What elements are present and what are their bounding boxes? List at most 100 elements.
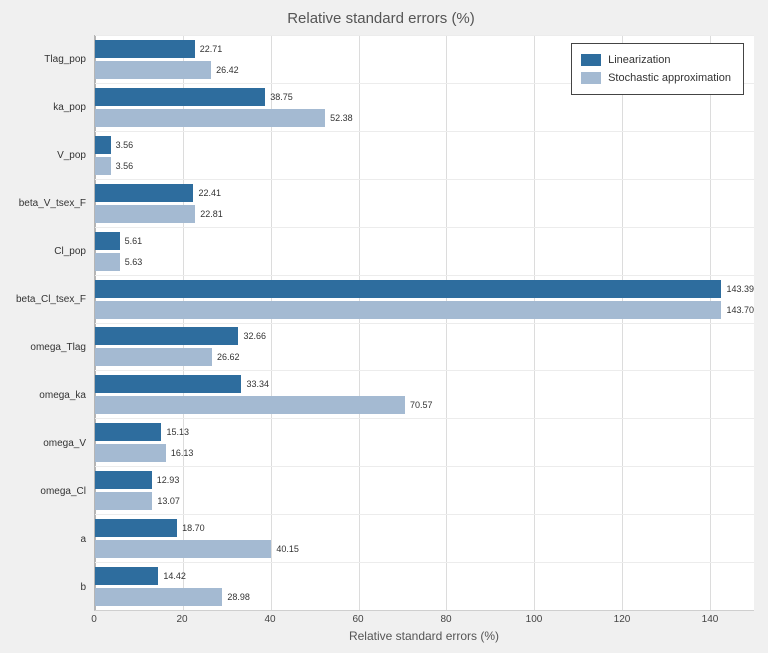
chart-body: Tlag_pop ka_pop V_pop beta_V_tsex_F Cl_pop be… bbox=[8, 35, 754, 611]
value-label: 143.70 bbox=[726, 304, 754, 315]
bar-row: 5.63 bbox=[95, 252, 754, 271]
bar-stochastic-approximation[interactable] bbox=[95, 540, 272, 559]
bar-stochastic-approximation[interactable] bbox=[95, 348, 212, 367]
bar-row: 14.42 bbox=[95, 567, 754, 586]
value-label: 52.38 bbox=[330, 112, 353, 123]
bar-linearization[interactable] bbox=[95, 327, 239, 346]
value-label: 22.81 bbox=[200, 208, 223, 219]
bar-row: 40.15 bbox=[95, 540, 754, 559]
bar-stochastic-approximation[interactable] bbox=[95, 396, 406, 415]
bar-group: 22.41 22.81 bbox=[95, 178, 754, 227]
category-label: omega_ka bbox=[39, 389, 86, 401]
bar-group: 18.70 40.15 bbox=[95, 514, 754, 562]
bar-row: 18.70 bbox=[95, 519, 754, 538]
gridline bbox=[270, 35, 272, 610]
bar-row: 22.71 bbox=[95, 39, 754, 58]
bar-group: 15.13 16.13 bbox=[95, 418, 754, 466]
value-label: 26.62 bbox=[216, 352, 240, 363]
x-tick-label: 60 bbox=[352, 614, 364, 625]
bar-row: 3.56 bbox=[95, 135, 754, 154]
value-label: 22.41 bbox=[198, 187, 221, 198]
category-label: Tlag_pop bbox=[44, 53, 86, 65]
bar-row: 33.34 bbox=[95, 375, 754, 394]
bar-row: 28.98 bbox=[95, 588, 754, 607]
legend-item-stochastic-approximation[interactable]: Stochastic approximation bbox=[581, 69, 731, 87]
bar-stochastic-approximation[interactable] bbox=[95, 108, 326, 127]
value-label: 26.42 bbox=[216, 64, 239, 75]
bar-group: 3.56 3.56 bbox=[95, 130, 754, 179]
bar-row: 143.70 bbox=[95, 300, 754, 319]
legend-label: Linearization bbox=[608, 54, 671, 66]
value-label: 40.15 bbox=[276, 544, 299, 555]
value-label: 32.66 bbox=[243, 331, 266, 342]
gridline bbox=[95, 35, 96, 610]
bar-linearization[interactable] bbox=[95, 135, 111, 154]
bar-linearization[interactable] bbox=[95, 519, 178, 538]
legend: Linearization Stochastic approximation bbox=[571, 43, 744, 95]
bar-row: 22.41 bbox=[95, 183, 754, 202]
category-label: omega_Cl bbox=[40, 485, 86, 497]
bar-linearization[interactable] bbox=[95, 279, 722, 298]
bar-group: 32.66 26.62 bbox=[95, 322, 754, 371]
category-label: Cl_pop bbox=[54, 245, 86, 257]
bar-row: 12.93 bbox=[95, 471, 754, 490]
bar-linearization[interactable] bbox=[95, 87, 266, 106]
value-label: 28.98 bbox=[227, 592, 250, 603]
bar-row: 15.13 bbox=[95, 423, 754, 442]
legend-item-linearization[interactable]: Linearization bbox=[581, 51, 731, 69]
chart-title: Relative standard errors (%) bbox=[287, 10, 475, 27]
x-tick-label: 100 bbox=[525, 614, 543, 625]
bar-stochastic-approximation[interactable] bbox=[95, 252, 120, 271]
plot-area: Linearization Stochastic approximation 22… bbox=[94, 35, 754, 611]
gridline bbox=[622, 35, 624, 610]
bar-linearization[interactable] bbox=[95, 39, 195, 58]
value-label: 12.93 bbox=[156, 475, 180, 486]
x-tick-label: 0 bbox=[91, 614, 97, 625]
bar-linearization[interactable] bbox=[95, 183, 194, 202]
category-label: omega_Tlag bbox=[30, 341, 86, 353]
bar-row: 143.39 bbox=[95, 279, 754, 298]
category-label: V_pop bbox=[57, 149, 86, 161]
bar-linearization[interactable] bbox=[95, 423, 162, 442]
bar-linearization[interactable] bbox=[95, 375, 242, 394]
bar-row: 16.13 bbox=[95, 444, 754, 463]
x-tick-label: 140 bbox=[701, 614, 719, 625]
bar-stochastic-approximation[interactable] bbox=[95, 300, 722, 319]
value-label: 33.34 bbox=[246, 379, 269, 390]
bar-stochastic-approximation[interactable] bbox=[95, 156, 111, 175]
value-label: 16.13 bbox=[170, 448, 194, 459]
bar-stochastic-approximation[interactable] bbox=[95, 588, 223, 607]
value-label: 18.70 bbox=[182, 523, 205, 534]
value-label: 3.56 bbox=[115, 160, 134, 171]
value-label: 38.75 bbox=[270, 91, 293, 102]
bar-row: 38.75 bbox=[95, 87, 754, 106]
x-tick-label: 120 bbox=[613, 614, 631, 625]
value-label: 70.57 bbox=[410, 400, 433, 411]
bar-row: 32.66 bbox=[95, 327, 754, 346]
bar-row: 3.56 bbox=[95, 156, 754, 175]
bar-stochastic-approximation[interactable] bbox=[95, 60, 212, 79]
bar-linearization[interactable] bbox=[95, 231, 120, 250]
bar-row: 22.81 bbox=[95, 204, 754, 223]
legend-label: Stochastic approximation bbox=[608, 72, 731, 84]
value-label: 143.39 bbox=[726, 283, 754, 294]
legend-swatch bbox=[581, 72, 602, 84]
bar-row: 13.07 bbox=[95, 492, 754, 511]
bar-linearization[interactable] bbox=[95, 567, 159, 586]
legend-swatch bbox=[581, 54, 602, 66]
bar-linearization[interactable] bbox=[95, 471, 152, 490]
bar-row: 26.42 bbox=[95, 60, 754, 79]
bar-stochastic-approximation[interactable] bbox=[95, 492, 153, 511]
gridline bbox=[710, 35, 712, 610]
value-label: 22.71 bbox=[199, 43, 223, 54]
value-label: 14.42 bbox=[163, 571, 186, 582]
x-tick-label: 40 bbox=[264, 614, 276, 625]
bar-stochastic-approximation[interactable] bbox=[95, 204, 196, 223]
bar-group: 33.34 70.57 bbox=[95, 370, 754, 418]
bar-group: 38.75 52.38 bbox=[95, 82, 754, 131]
bar-row: 26.62 bbox=[95, 348, 754, 367]
gridline bbox=[182, 35, 184, 610]
category-label: b bbox=[80, 581, 86, 593]
category-label: omega_V bbox=[43, 437, 86, 449]
bar-stochastic-approximation[interactable] bbox=[95, 444, 166, 463]
